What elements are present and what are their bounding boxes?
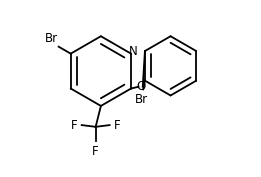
- Text: O: O: [136, 80, 145, 93]
- Text: Br: Br: [45, 32, 58, 45]
- Text: Br: Br: [135, 93, 148, 106]
- Text: F: F: [92, 145, 99, 158]
- Text: N: N: [129, 45, 138, 58]
- Text: F: F: [71, 119, 77, 132]
- Text: F: F: [114, 119, 121, 132]
